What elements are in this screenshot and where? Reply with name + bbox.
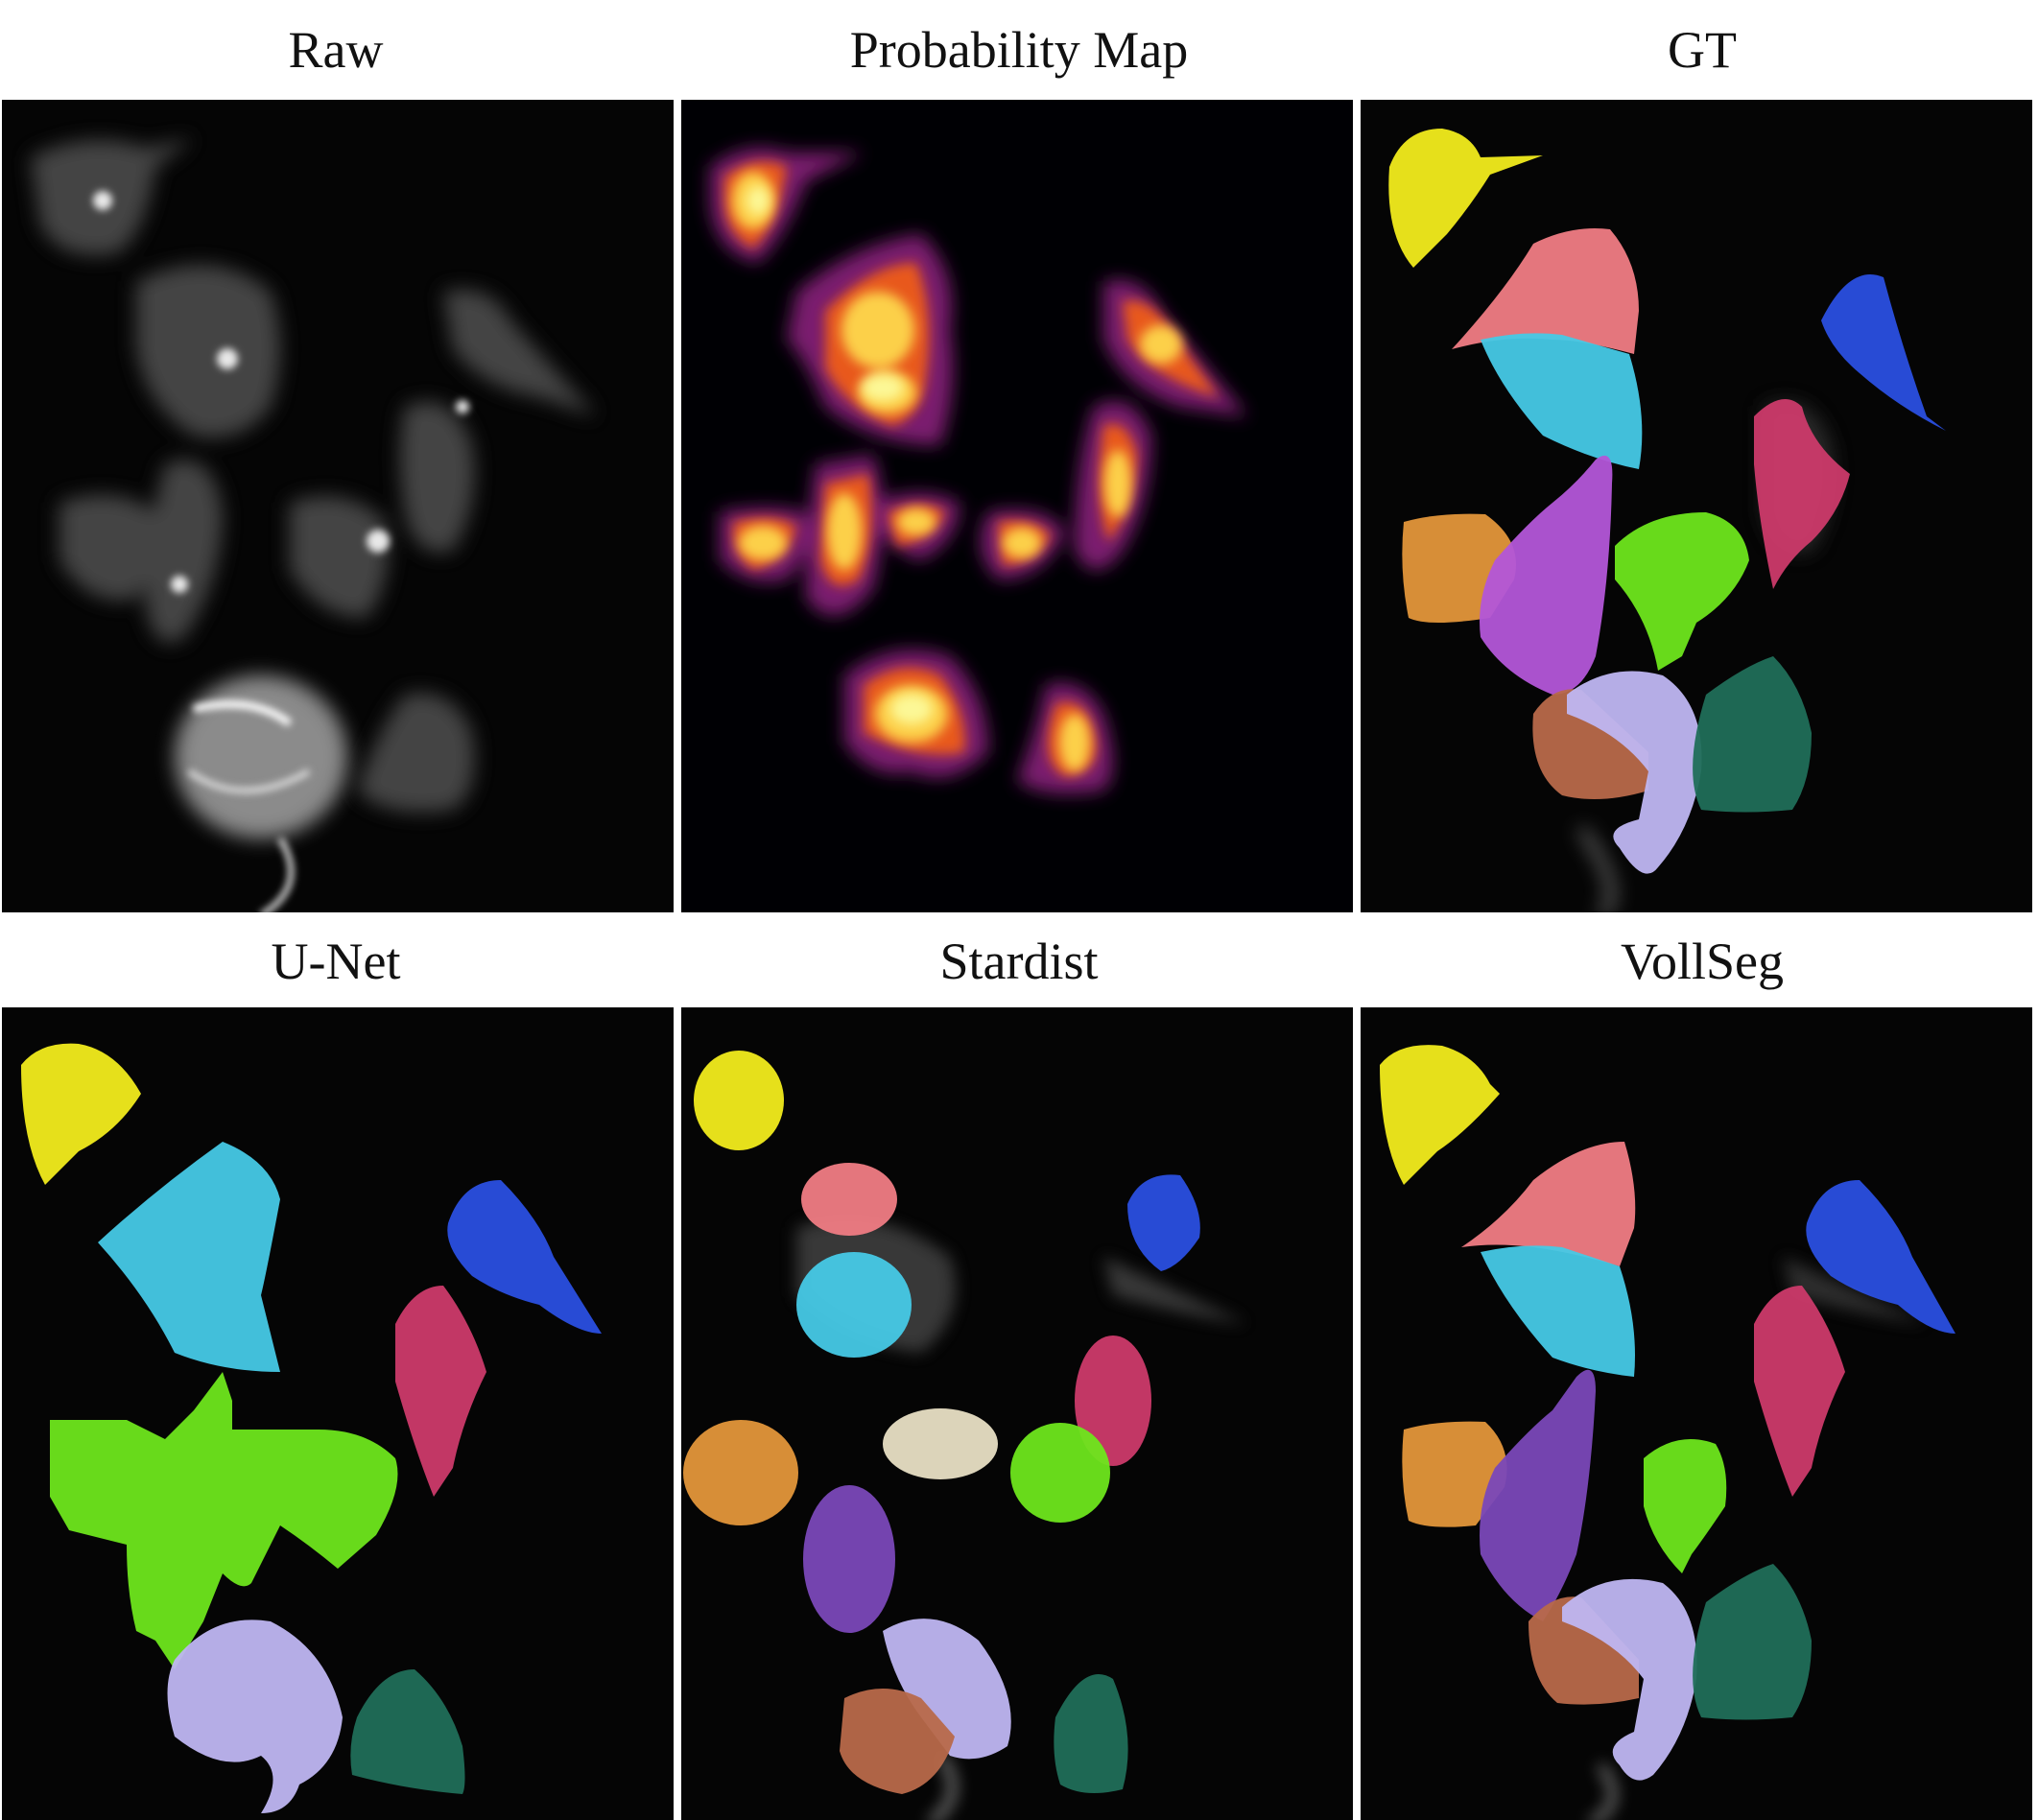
- stardist-region-lavender: [883, 1619, 1011, 1760]
- unet-region-blue: [447, 1180, 602, 1334]
- stardist-region-cyan: [796, 1252, 912, 1358]
- stardist-region-beige: [883, 1408, 998, 1479]
- gt-region-magenta: [1754, 399, 1850, 589]
- unet-segmentation-image: [2, 1007, 674, 1820]
- panel-title-gt: GT: [1668, 21, 1737, 79]
- stardist-segmentation-panel: [681, 1007, 1353, 1820]
- stardist-region-pink: [801, 1163, 897, 1236]
- vollseg-region-lavender: [1562, 1578, 1697, 1781]
- gt-region-green: [1615, 512, 1749, 671]
- panel-title-probability-map: Probability Map: [849, 21, 1189, 79]
- gt-region-yellow: [1388, 129, 1543, 268]
- stardist-region-orange: [683, 1420, 798, 1525]
- vollseg-region-orange: [1402, 1421, 1507, 1527]
- unet-region-yellow: [21, 1043, 141, 1185]
- raw-image: [2, 100, 674, 912]
- gt-region-cyan: [1481, 333, 1643, 469]
- panel-title-stardist: Stardist: [939, 933, 1099, 990]
- vollseg-region-green: [1644, 1439, 1727, 1573]
- vollseg-segmentation-panel: [1361, 1007, 2032, 1820]
- vollseg-segmentation-image: [1361, 1007, 2032, 1820]
- stardist-region-purple: [803, 1485, 895, 1633]
- gt-segmentation-panel: [1361, 100, 2032, 912]
- stardist-region-teal: [1054, 1674, 1128, 1793]
- unet-region-green: [50, 1372, 398, 1669]
- probability-map-panel: [681, 100, 1353, 912]
- panel-title-vollseg: VollSeg: [1620, 933, 1785, 990]
- stardist-region-green: [1010, 1423, 1110, 1523]
- unet-region-magenta: [395, 1286, 486, 1497]
- gt-region-teal: [1693, 656, 1812, 813]
- stardist-region-magenta: [1075, 1335, 1151, 1466]
- vollseg-region-brown: [1528, 1596, 1639, 1705]
- vollseg-region-cyan: [1481, 1245, 1635, 1377]
- gt-segmentation-image: [1361, 100, 2032, 912]
- unet-region-teal: [350, 1669, 465, 1794]
- gt-region-pink: [1452, 228, 1639, 354]
- unet-segmentation-panel: [2, 1007, 674, 1820]
- stardist-region-brown: [840, 1689, 955, 1794]
- unet-region-cyan: [98, 1142, 280, 1372]
- stardist-region-yellow: [694, 1051, 784, 1150]
- unet-region-lavender: [167, 1619, 343, 1813]
- vollseg-region-blue: [1806, 1180, 1955, 1334]
- stardist-region-blue: [1127, 1174, 1200, 1271]
- gt-region-lavender: [1567, 671, 1702, 874]
- stardist-segmentation-image: [681, 1007, 1353, 1820]
- panel-title-unet: U-Net: [271, 933, 401, 990]
- gt-region-blue: [1821, 274, 1946, 431]
- vollseg-region-yellow: [1380, 1045, 1500, 1185]
- probability-map-image: [681, 100, 1353, 912]
- panel-title-raw: Raw: [288, 21, 384, 79]
- gt-region-brown: [1532, 689, 1648, 799]
- raw-image-panel: [2, 100, 674, 912]
- vollseg-region-purple: [1480, 1369, 1596, 1621]
- vollseg-region-pink: [1461, 1142, 1636, 1266]
- gt-region-violet: [1480, 455, 1613, 695]
- vollseg-region-teal: [1693, 1564, 1812, 1720]
- vollseg-region-magenta: [1754, 1286, 1845, 1497]
